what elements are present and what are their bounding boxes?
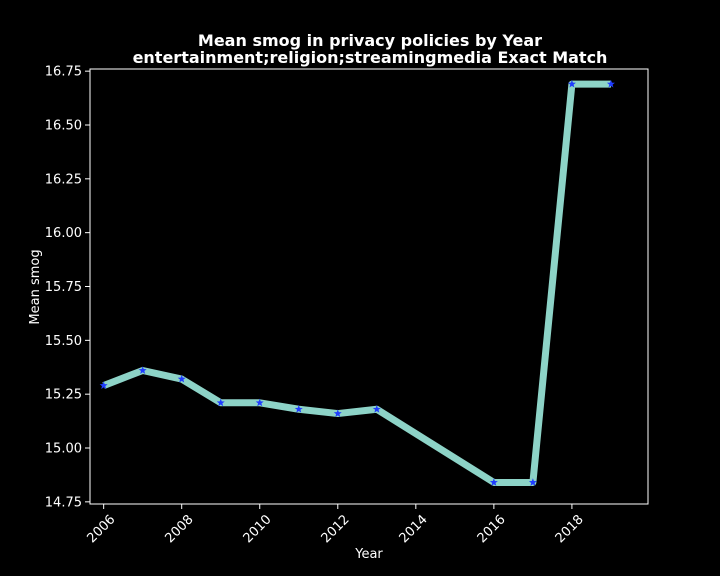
x-tick-label: 2014 <box>397 512 431 546</box>
data-point-marker <box>255 398 264 407</box>
y-axis: 14.75 15.00 15.25 15.50 15.75 16.00 16.25 16.50… <box>45 65 90 510</box>
x-axis-label: Year <box>354 547 383 562</box>
y-tick-label: 15.50 <box>45 334 82 349</box>
data-point-marker <box>333 409 342 417</box>
y-tick-label: 16.75 <box>45 65 82 80</box>
y-tick-label: 15.75 <box>45 280 82 295</box>
y-tick-label: 15.00 <box>45 442 82 457</box>
data-point-marker <box>528 478 537 486</box>
y-tick-label: 16.50 <box>45 118 82 133</box>
x-axis: 2006 2008 2010 2012 2014 2016 2018 <box>84 504 587 546</box>
y-tick-label: 15.25 <box>45 388 82 403</box>
data-point-marker <box>294 405 303 413</box>
y-tick-label: 14.75 <box>45 495 82 510</box>
data-point-marker <box>99 381 108 389</box>
data-point-marker <box>138 366 147 374</box>
plot-area <box>99 79 615 486</box>
x-tick-label: 2006 <box>84 512 118 546</box>
data-point-marker <box>606 79 615 88</box>
chart-title: Mean smog in privacy policies by Year <box>198 31 542 50</box>
chart-subtitle: entertainment;religion;streamingmedia Ex… <box>133 48 608 67</box>
y-tick-label: 16.25 <box>45 172 82 187</box>
data-point-marker <box>216 398 225 407</box>
x-tick-label: 2016 <box>475 512 509 546</box>
data-point-marker <box>567 79 576 88</box>
x-tick-label: 2010 <box>241 512 275 546</box>
y-axis-label: Mean smog <box>28 249 43 324</box>
x-tick-label: 2008 <box>163 512 197 546</box>
data-point-marker <box>489 478 498 486</box>
y-tick-label: 16.00 <box>45 226 82 241</box>
x-tick-label: 2012 <box>319 512 353 546</box>
series-line <box>102 80 611 486</box>
data-point-marker <box>372 405 381 413</box>
data-point-marker <box>177 374 186 383</box>
x-tick-label: 2018 <box>553 512 587 546</box>
